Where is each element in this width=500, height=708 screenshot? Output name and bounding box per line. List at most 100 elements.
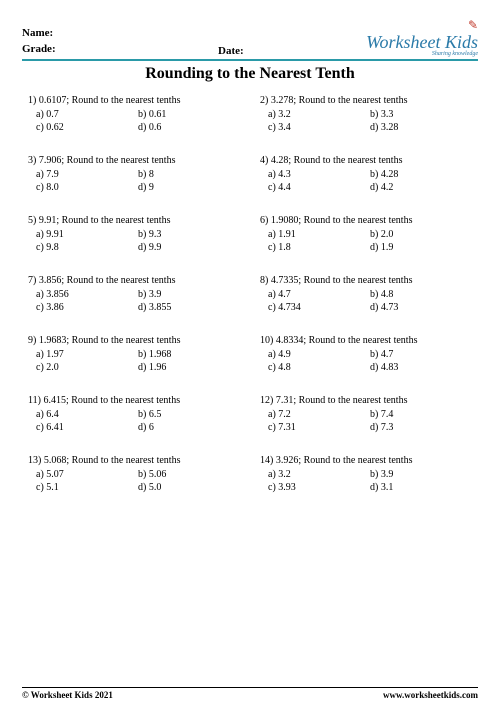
footer-url: www.worksheetkids.com (383, 690, 478, 700)
answer-option-a: a) 1.97 (36, 349, 138, 360)
brand-logo: ✎ Worksheet Kids Sharing knowledge (366, 18, 478, 57)
grade-label: Grade: (22, 42, 56, 57)
worksheet-header: Name: Grade: Date: ✎ Worksheet Kids Shar… (22, 18, 478, 57)
answer-option-b: b) 0.61 (138, 109, 240, 120)
brand-name: Worksheet Kids (366, 33, 478, 51)
answer-option-c: c) 4.4 (268, 182, 370, 193)
answer-option-b: b) 6.5 (138, 409, 240, 420)
answer-options: a) 6.4b) 6.5c) 6.41d) 6 (28, 409, 240, 433)
copyright-text: © Worksheet Kids 2021 (22, 690, 113, 700)
question: 6) 1.9080; Round to the nearest tenths a)… (260, 215, 472, 253)
question: 2) 3.278; Round to the nearest tenthsa) … (260, 95, 472, 133)
answer-option-c: c) 1.8 (268, 242, 370, 253)
answer-option-c: c) 4.8 (268, 362, 370, 373)
answer-option-c: c) 3.86 (36, 302, 138, 313)
answer-option-a: a) 0.7 (36, 109, 138, 120)
answer-option-c: c) 5.1 (36, 482, 138, 493)
question: 14) 3.926; Round to the nearest tenths a)… (260, 455, 472, 493)
answer-option-d: d) 4.2 (370, 182, 472, 193)
question: 7) 3.856; Round to the nearest tenths a) … (28, 275, 240, 313)
answer-option-a: a) 9.91 (36, 229, 138, 240)
question-prompt: 10) 4.8334; Round to the nearest tenths (260, 335, 472, 346)
question-prompt: 12) 7.31; Round to the nearest tenths (260, 395, 472, 406)
question-prompt: 6) 1.9080; Round to the nearest tenths (260, 215, 472, 226)
answer-options: a) 4.3b) 4.28c) 4.4d) 4.2 (260, 169, 472, 193)
answer-option-b: b) 1.968 (138, 349, 240, 360)
question-prompt: 3) 7.906; Round to the nearest tenths (28, 155, 240, 166)
name-label: Name: (22, 26, 53, 41)
worksheet-title: Rounding to the Nearest Tenth (22, 65, 478, 83)
question-prompt: 5) 9.91; Round to the nearest tenths (28, 215, 240, 226)
answer-options: a) 1.97b) 1.968c) 2.0d) 1.96 (28, 349, 240, 373)
answer-option-a: a) 3.2 (268, 469, 370, 480)
answer-option-d: d) 3.855 (138, 302, 240, 313)
answer-options: a) 0.7b) 0.61c) 0.62d) 0.6 (28, 109, 240, 133)
question: 9) 1.9683; Round to the nearest tenths a)… (28, 335, 240, 373)
question: 13) 5.068; Round to the nearest tenthsa)… (28, 455, 240, 493)
answer-option-b: b) 3.3 (370, 109, 472, 120)
answer-option-b: b) 3.9 (138, 289, 240, 300)
answer-option-a: a) 6.4 (36, 409, 138, 420)
answer-option-b: b) 2.0 (370, 229, 472, 240)
question: 4) 4.28; Round to the nearest tenths a) 4… (260, 155, 472, 193)
answer-option-b: b) 7.4 (370, 409, 472, 420)
question-prompt: 7) 3.856; Round to the nearest tenths (28, 275, 240, 286)
answer-option-c: c) 9.8 (36, 242, 138, 253)
answer-options: a) 4.9b) 4.7c) 4.8d) 4.83 (260, 349, 472, 373)
pencil-icon: ✎ (468, 18, 478, 32)
answer-options: a) 9.91b) 9.3c) 9.8d) 9.9 (28, 229, 240, 253)
question: 8) 4.7335; Round to the nearest tenths a)… (260, 275, 472, 313)
answer-option-a: a) 1.91 (268, 229, 370, 240)
answer-option-b: b) 5.06 (138, 469, 240, 480)
answer-option-c: c) 6.41 (36, 422, 138, 433)
header-divider (22, 59, 478, 61)
answer-options: a) 1.91b) 2.0c) 1.8d) 1.9 (260, 229, 472, 253)
answer-option-d: d) 7.3 (370, 422, 472, 433)
answer-options: a) 7.2b) 7.4c) 7.31d) 7.3 (260, 409, 472, 433)
answer-options: a) 3.856b) 3.9c) 3.86d) 3.855 (28, 289, 240, 313)
answer-options: a) 7.9b) 8c) 8.0d) 9 (28, 169, 240, 193)
question-prompt: 9) 1.9683; Round to the nearest tenths (28, 335, 240, 346)
question: 12) 7.31; Round to the nearest tenths a) … (260, 395, 472, 433)
answer-option-b: b) 8 (138, 169, 240, 180)
answer-option-d: d) 0.6 (138, 122, 240, 133)
answer-option-d: d) 9.9 (138, 242, 240, 253)
answer-option-b: b) 9.3 (138, 229, 240, 240)
answer-option-a: a) 4.7 (268, 289, 370, 300)
answer-option-d: d) 1.96 (138, 362, 240, 373)
answer-option-c: c) 3.4 (268, 122, 370, 133)
question: 5) 9.91; Round to the nearest tenths a) 9… (28, 215, 240, 253)
answer-option-b: b) 4.28 (370, 169, 472, 180)
answer-options: a) 4.7b) 4.8c) 4.734d) 4.73 (260, 289, 472, 313)
question-prompt: 14) 3.926; Round to the nearest tenths (260, 455, 472, 466)
answer-option-c: c) 2.0 (36, 362, 138, 373)
question-prompt: 8) 4.7335; Round to the nearest tenths (260, 275, 472, 286)
answer-options: a) 3.2b) 3.3c) 3.4d) 3.28 (260, 109, 472, 133)
questions-grid: 1) 0.6107; Round to the nearest tenths a)… (22, 95, 478, 493)
question-prompt: 1) 0.6107; Round to the nearest tenths (28, 95, 240, 106)
date-field: Date: (56, 45, 367, 57)
header-fields: Name: Grade: (22, 26, 56, 57)
answer-option-b: b) 4.8 (370, 289, 472, 300)
answer-option-c: c) 3.93 (268, 482, 370, 493)
answer-option-d: d) 3.28 (370, 122, 472, 133)
answer-option-a: a) 4.3 (268, 169, 370, 180)
question-prompt: 11) 6.415; Round to the nearest tenths (28, 395, 240, 406)
question: 1) 0.6107; Round to the nearest tenths a)… (28, 95, 240, 133)
answer-option-c: c) 4.734 (268, 302, 370, 313)
answer-option-c: c) 8.0 (36, 182, 138, 193)
date-label: Date: (218, 45, 244, 57)
answer-option-d: d) 5.0 (138, 482, 240, 493)
answer-option-a: a) 7.9 (36, 169, 138, 180)
answer-option-d: d) 9 (138, 182, 240, 193)
question: 11) 6.415; Round to the nearest tenths a)… (28, 395, 240, 433)
worksheet-footer: © Worksheet Kids 2021 www.worksheetkids.… (22, 687, 478, 700)
answer-option-d: d) 4.83 (370, 362, 472, 373)
answer-option-a: a) 3.856 (36, 289, 138, 300)
question: 10) 4.8334; Round to the nearest tenths a… (260, 335, 472, 373)
question-prompt: 13) 5.068; Round to the nearest tenths (28, 455, 240, 466)
answer-option-a: a) 3.2 (268, 109, 370, 120)
answer-option-b: b) 3.9 (370, 469, 472, 480)
question-prompt: 4) 4.28; Round to the nearest tenths (260, 155, 472, 166)
answer-option-b: b) 4.7 (370, 349, 472, 360)
